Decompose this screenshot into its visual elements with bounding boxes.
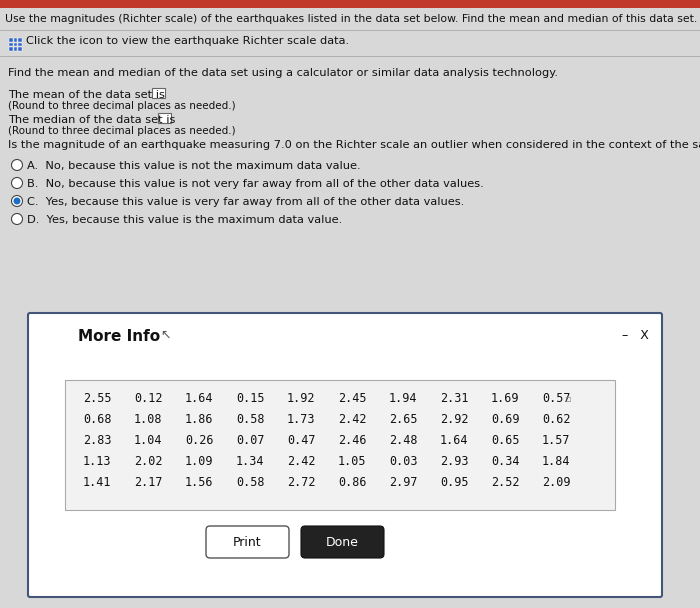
Circle shape	[11, 159, 22, 170]
Text: B.  No, because this value is not very far away from all of the other data value: B. No, because this value is not very fa…	[27, 179, 484, 189]
Text: 2.93: 2.93	[440, 455, 468, 468]
Text: 2.42: 2.42	[287, 455, 316, 468]
Text: 0.58: 0.58	[236, 413, 265, 426]
Text: 2.97: 2.97	[389, 476, 417, 489]
Text: (Round to three decimal places as needed.): (Round to three decimal places as needed…	[8, 126, 236, 136]
Text: 1.13: 1.13	[83, 455, 111, 468]
Text: Done: Done	[326, 536, 359, 548]
Text: 2.31: 2.31	[440, 392, 468, 405]
Text: (Round to three decimal places as needed.): (Round to three decimal places as needed…	[8, 101, 236, 111]
Text: 0.57: 0.57	[542, 392, 570, 405]
Text: 1.09: 1.09	[185, 455, 214, 468]
Text: 1.41: 1.41	[83, 476, 111, 489]
Text: 2.17: 2.17	[134, 476, 162, 489]
Text: 2.83: 2.83	[83, 434, 111, 447]
Text: 2.48: 2.48	[389, 434, 417, 447]
Text: 2.02: 2.02	[134, 455, 162, 468]
Text: 2.72: 2.72	[287, 476, 316, 489]
Circle shape	[11, 196, 22, 207]
Text: The median of the data set is: The median of the data set is	[8, 115, 176, 125]
Bar	[9, 38, 13, 41]
Text: 1.86: 1.86	[185, 413, 214, 426]
Text: 1.92: 1.92	[287, 392, 316, 405]
Text: 0.47: 0.47	[287, 434, 316, 447]
Text: Find the mean and median of the data set using a calculator or similar data anal: Find the mean and median of the data set…	[8, 68, 558, 78]
Circle shape	[11, 178, 22, 188]
Text: 1.94: 1.94	[389, 392, 417, 405]
Text: 0.58: 0.58	[236, 476, 265, 489]
Text: 0.03: 0.03	[389, 455, 417, 468]
Text: More Info: More Info	[78, 329, 160, 344]
Text: 1.04: 1.04	[134, 434, 162, 447]
FancyBboxPatch shape	[301, 526, 384, 558]
Text: 0.69: 0.69	[491, 413, 519, 426]
Text: 0.95: 0.95	[440, 476, 468, 489]
Text: 2.55: 2.55	[83, 392, 111, 405]
Text: ↖: ↖	[160, 329, 171, 342]
Text: 1.57: 1.57	[542, 434, 570, 447]
Text: 0.68: 0.68	[83, 413, 111, 426]
Text: 1.56: 1.56	[185, 476, 214, 489]
Text: 0.34: 0.34	[491, 455, 519, 468]
Text: 0.65: 0.65	[491, 434, 519, 447]
Text: 2.92: 2.92	[440, 413, 468, 426]
Text: 2.45: 2.45	[338, 392, 367, 405]
FancyBboxPatch shape	[152, 88, 165, 98]
Text: 0.86: 0.86	[338, 476, 367, 489]
Bar	[13, 38, 17, 41]
FancyBboxPatch shape	[65, 380, 615, 510]
Text: C.  Yes, because this value is very far away from all of the other data values.: C. Yes, because this value is very far a…	[27, 197, 464, 207]
Text: 0.15: 0.15	[236, 392, 265, 405]
Text: 0.07: 0.07	[236, 434, 265, 447]
Text: Print: Print	[233, 536, 262, 548]
Text: 0.62: 0.62	[542, 413, 570, 426]
Bar	[13, 43, 17, 46]
Text: 1.73: 1.73	[287, 413, 316, 426]
Text: 2.42: 2.42	[338, 413, 367, 426]
Circle shape	[13, 198, 20, 204]
FancyBboxPatch shape	[206, 526, 289, 558]
Text: A.  No, because this value is not the maximum data value.: A. No, because this value is not the max…	[27, 161, 361, 171]
Text: ▫: ▫	[564, 393, 570, 403]
Text: Use the magnitudes (Richter scale) of the earthquakes listed in the data set bel: Use the magnitudes (Richter scale) of th…	[5, 14, 700, 24]
Bar	[9, 43, 13, 46]
Bar	[9, 47, 13, 50]
Text: 1.84: 1.84	[542, 455, 570, 468]
Text: D.  Yes, because this value is the maximum data value.: D. Yes, because this value is the maximu…	[27, 215, 342, 225]
Text: –   X: – X	[622, 329, 649, 342]
Bar	[18, 43, 22, 46]
Text: 1.08: 1.08	[134, 413, 162, 426]
Bar	[0, 0, 700, 8]
Text: 1.34: 1.34	[236, 455, 265, 468]
Text: 0.12: 0.12	[134, 392, 162, 405]
Bar	[13, 47, 17, 50]
Text: The mean of the data set is: The mean of the data set is	[8, 90, 165, 100]
Text: 2.65: 2.65	[389, 413, 417, 426]
FancyBboxPatch shape	[158, 113, 171, 123]
Bar	[18, 38, 22, 41]
Text: 1.64: 1.64	[440, 434, 468, 447]
Text: 1.69: 1.69	[491, 392, 519, 405]
Text: Is the magnitude of an earthquake measuring 7.0 on the Richter scale an outlier : Is the magnitude of an earthquake measur…	[8, 140, 700, 150]
Text: 1.05: 1.05	[338, 455, 367, 468]
Text: 1.64: 1.64	[185, 392, 214, 405]
Text: 2.09: 2.09	[542, 476, 570, 489]
Circle shape	[11, 213, 22, 224]
Text: 0.26: 0.26	[185, 434, 214, 447]
FancyBboxPatch shape	[28, 313, 662, 597]
Bar	[18, 47, 22, 50]
Text: 2.46: 2.46	[338, 434, 367, 447]
Text: Click the icon to view the earthquake Richter scale data.: Click the icon to view the earthquake Ri…	[26, 36, 349, 46]
Text: 2.52: 2.52	[491, 476, 519, 489]
